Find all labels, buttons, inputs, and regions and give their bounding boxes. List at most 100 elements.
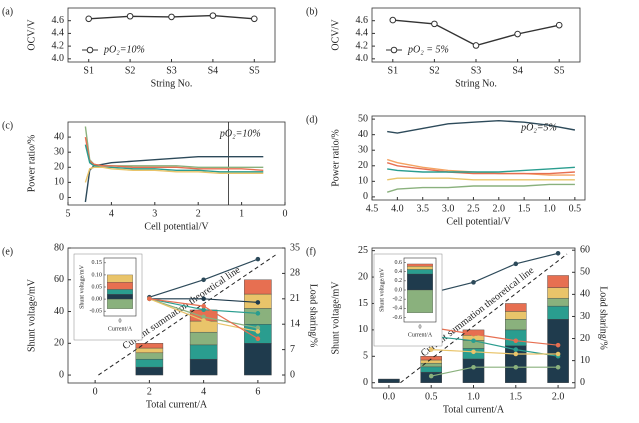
series-point	[201, 307, 206, 312]
x-tick-label: S2	[429, 65, 440, 76]
y2-tick-label: 60	[580, 245, 590, 256]
y-tick-label: 60	[54, 274, 64, 285]
y-tick-label: 4.6	[52, 15, 65, 26]
x-tick-label: S1	[83, 65, 94, 76]
y-axis-label: Power ratio/%	[26, 135, 37, 193]
x-tick-label: 3	[152, 208, 157, 219]
series-point	[255, 329, 261, 334]
x-tick-label: 4	[109, 208, 114, 219]
y-tick-label: 0	[363, 191, 368, 202]
series-point	[255, 311, 261, 316]
panel-label: (f)	[306, 246, 316, 257]
inset-x-tick-label: 0	[119, 318, 122, 324]
bar-segment	[244, 343, 272, 376]
bar-segment	[378, 378, 400, 383]
y-tick-label: 30	[54, 146, 64, 157]
y2-tick-label: 35	[290, 242, 300, 253]
x-tick-label: 2	[196, 208, 201, 219]
y-tick-label: 0	[59, 369, 64, 380]
bar-segment	[135, 366, 164, 376]
series-line	[387, 177, 575, 181]
series-point	[201, 303, 206, 309]
series-point	[168, 13, 175, 21]
series-point	[471, 331, 476, 337]
inset-y-tick-label: 0.0	[395, 287, 403, 293]
inset-y-tick-label: -0.2	[393, 297, 403, 303]
series-point	[513, 261, 519, 267]
inset-bar-segment	[107, 274, 133, 283]
series-point	[555, 250, 561, 256]
x-tick-label: 2.5	[467, 203, 480, 214]
y-tick-label: 15	[358, 298, 368, 309]
bar-segment	[505, 329, 527, 346]
inset-y-tick-label: 0.4	[395, 269, 403, 275]
series-line	[386, 183, 575, 193]
panel-label: (a)	[2, 6, 13, 17]
y-tick-label: 4.6	[356, 15, 369, 26]
y-tick-label: 40	[358, 129, 368, 140]
inset-y-tick-label: -0.05	[90, 309, 103, 315]
x-axis-label: Total current/A	[146, 399, 208, 410]
legend-marker	[86, 46, 94, 54]
y-tick-label: 50	[358, 113, 368, 124]
y2-tick-label: 50	[580, 267, 590, 278]
y2-tick-label: 7	[290, 344, 295, 355]
x-tick-label: 3.5	[416, 203, 429, 214]
bar-segment	[135, 347, 164, 354]
x-tick-label: 2	[147, 386, 152, 397]
inset-bar-segment	[407, 263, 433, 267]
x-axis-label: Cell potential/V	[446, 216, 511, 227]
y-tick-label: 20	[358, 160, 368, 171]
x-tick-label: 1.0	[543, 203, 556, 214]
bar-segment	[135, 343, 164, 349]
inset-bar-segment	[107, 294, 133, 300]
inset-y-tick-label: 0.6	[395, 260, 403, 266]
inset-bar-segment	[407, 269, 433, 275]
series-line	[84, 156, 264, 203]
x-axis-label: String No.	[455, 78, 497, 89]
y-tick-label: 5	[363, 351, 368, 362]
legend-label: pO₂ = 5%	[407, 44, 449, 55]
y-tick-label: 4.0	[52, 53, 65, 64]
series-point	[255, 325, 261, 331]
series-line	[84, 144, 264, 173]
series-line	[431, 326, 559, 346]
series-point	[255, 256, 261, 262]
y-tick-label: 30	[358, 145, 368, 156]
series-point	[147, 296, 152, 302]
bar-segment	[462, 358, 485, 383]
inset-x-label: Current/A	[408, 332, 433, 338]
series-line	[387, 166, 575, 173]
plot-frame	[371, 7, 581, 63]
x-tick-label: 2.0	[552, 391, 565, 402]
inset-x-tick-label: 0	[419, 324, 422, 330]
y2-tick-label: 20	[580, 333, 590, 344]
y-tick-label: 10	[358, 324, 368, 335]
legend-marker	[390, 46, 398, 54]
series-line	[386, 162, 575, 175]
bar-segment	[135, 358, 164, 368]
y2-tick-label: 0	[290, 369, 295, 380]
series-point	[209, 12, 217, 19]
inset-x-label: Current/A	[108, 326, 133, 332]
series-point	[555, 364, 561, 370]
y-axis-label: Shunt voltage/mV	[330, 281, 341, 355]
inset-y-tick-label: 0.10	[92, 272, 103, 278]
series-point	[555, 21, 563, 29]
series-line	[84, 136, 264, 171]
y-tick-label: 4.2	[356, 40, 369, 51]
y-tick-label: 0	[363, 377, 368, 388]
x-tick-label: S2	[125, 65, 136, 76]
panel-label: (c)	[2, 120, 13, 131]
series-line	[431, 349, 559, 355]
y-tick-label: 80	[54, 242, 64, 253]
y-tick-label: 4.2	[52, 40, 65, 51]
panel: (a) S1 S2 S3 S4 S5 4.0 4.24.4 4.6 String No. OCV/V…	[2, 6, 276, 89]
x-tick-label: 0.0	[383, 391, 396, 402]
bar-segment	[420, 366, 442, 373]
bar-segment	[505, 311, 527, 320]
x-tick-label: 0.5	[425, 391, 438, 402]
inset-bar-segment	[107, 282, 133, 290]
y2-tick-label: 40	[580, 289, 590, 300]
